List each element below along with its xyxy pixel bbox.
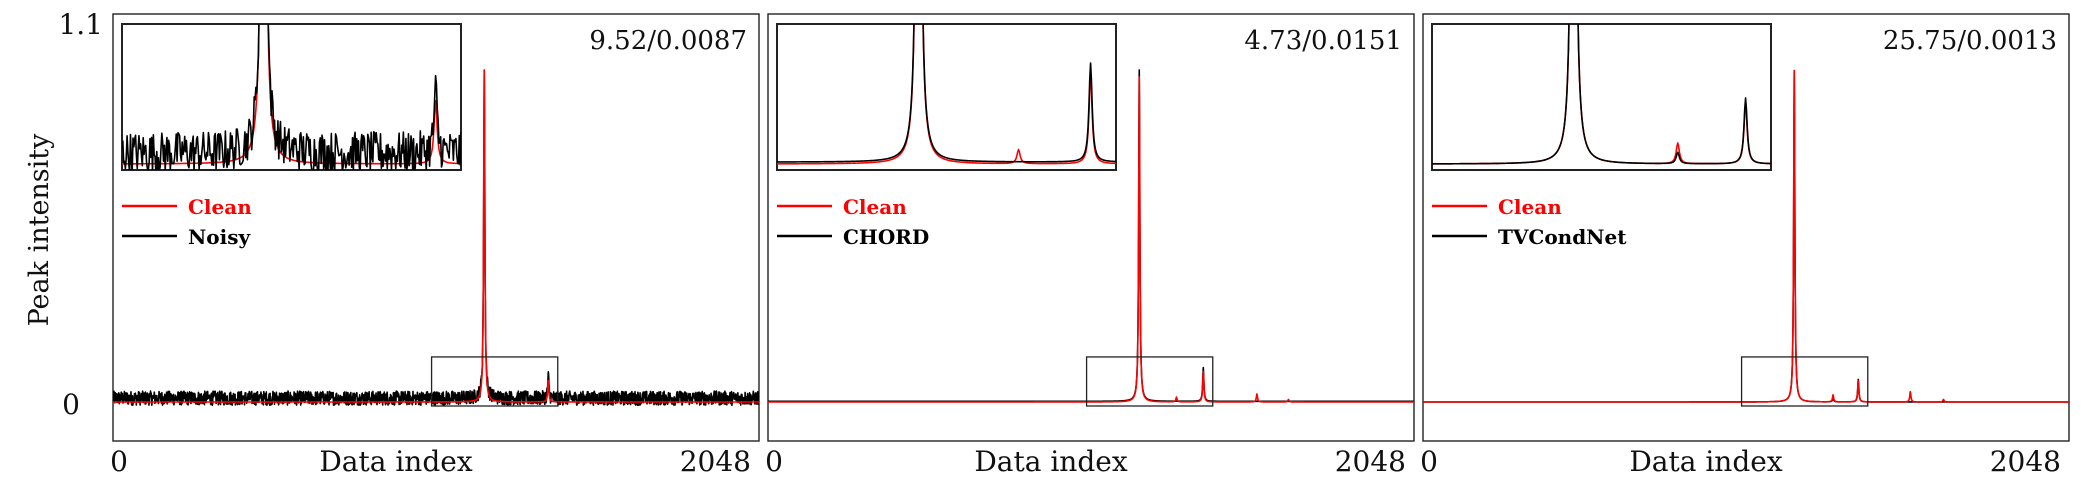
inset-line-chord — [777, 24, 1116, 163]
legend-label-clean: Clean — [1498, 195, 1562, 219]
plot-area — [768, 69, 1414, 403]
legend-label-chord: CHORD — [843, 225, 929, 249]
legend-label-clean: Clean — [843, 195, 907, 219]
panel-2: 4.73/0.0151 Clean CHORD 0 2048 Data index — [765, 13, 1415, 478]
inset — [776, 23, 1117, 171]
x-tick-end: 2048 — [1335, 445, 1406, 478]
panel-3: 25.75/0.0013 Clean TVCondNet 0 2048 Data inde… — [1420, 13, 2070, 478]
series-line-noisy — [113, 69, 759, 406]
x-tick-start: 0 — [765, 445, 783, 478]
inset-line-noisy — [122, 24, 461, 170]
x-axis-label: Data index — [1629, 445, 1782, 478]
metric-label: 9.52/0.0087 — [589, 26, 747, 56]
plot-frame — [112, 13, 760, 442]
zoom-region-box — [1085, 356, 1214, 407]
inset-frame — [776, 23, 1117, 171]
y-tick-zero: 0 — [62, 388, 80, 421]
x-axis-label: Data index — [974, 445, 1127, 478]
inset — [121, 23, 462, 171]
inset-plot — [777, 24, 1116, 165]
panel-1: 9.52/0.0087 Clean Noisy 0 2048 Data index — [110, 13, 760, 478]
y-tick-top: 1.1 — [58, 8, 103, 41]
inset-line-tvcondnet — [1432, 24, 1771, 165]
series-line-clean — [768, 76, 1414, 403]
x-tick-start: 0 — [110, 445, 128, 478]
inset-plot — [1432, 24, 1771, 165]
x-tick-end: 2048 — [680, 445, 751, 478]
inset-plot — [122, 24, 461, 170]
metric-label: 25.75/0.0013 — [1883, 26, 2057, 56]
x-tick-start: 0 — [1420, 445, 1438, 478]
plot-frame — [1422, 13, 2070, 442]
inset — [1431, 23, 1772, 171]
metric-label: 4.73/0.0151 — [1244, 26, 1402, 56]
legend-label-noisy: Noisy — [188, 225, 251, 249]
zoom-region-box — [430, 356, 559, 407]
plot-area — [1423, 69, 2069, 403]
legend-label-clean: Clean — [188, 195, 252, 219]
y-axis-label: Peak intensity — [24, 133, 55, 327]
series-line-clean — [113, 69, 759, 403]
inset-frame — [1431, 23, 1772, 171]
x-tick-end: 2048 — [1990, 445, 2061, 478]
plot-area — [113, 69, 759, 406]
legend-label-tvcondnet: TVCondNet — [1498, 225, 1627, 249]
plot-frame — [767, 13, 1415, 442]
series-line-clean — [1423, 69, 2069, 403]
zoom-region-box — [1740, 356, 1869, 407]
x-axis-label: Data index — [319, 445, 472, 478]
inset-line-clean — [777, 24, 1116, 165]
